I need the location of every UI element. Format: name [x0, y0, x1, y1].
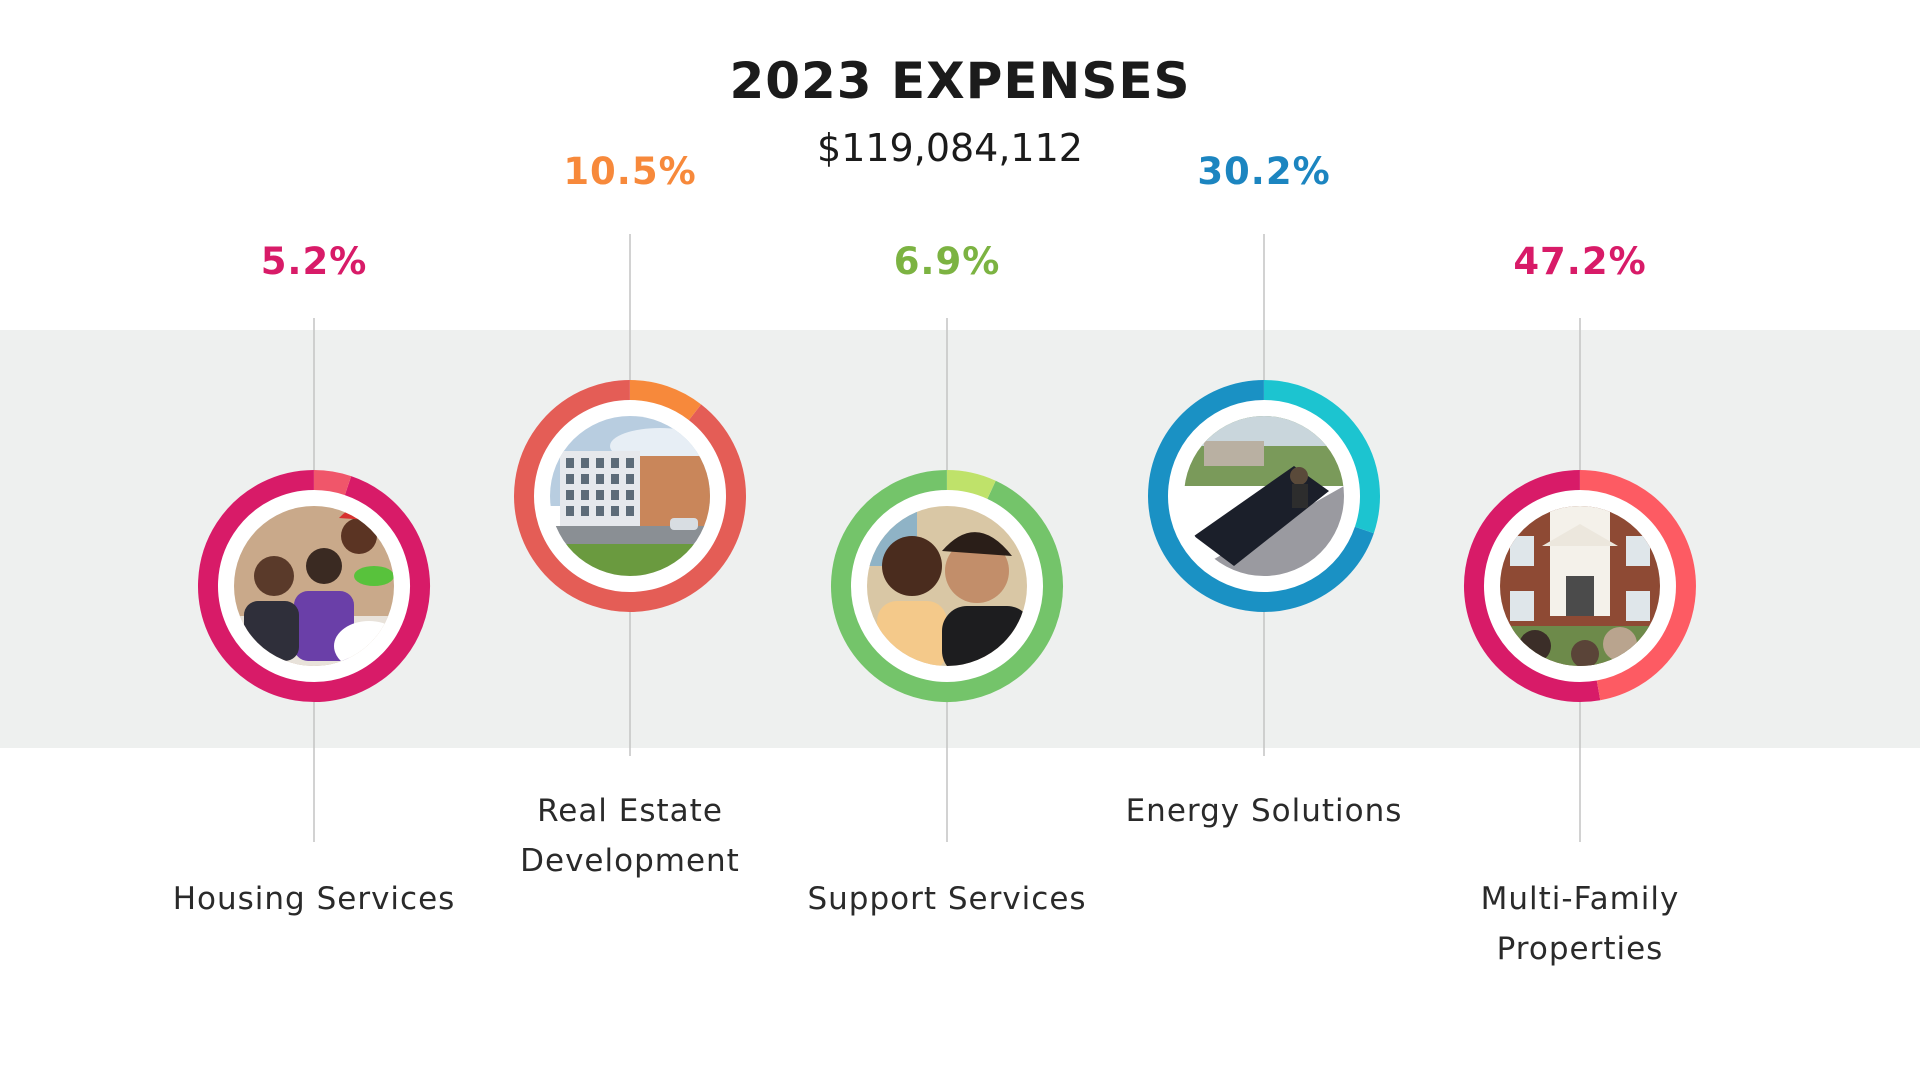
category-label-line: Development [520, 843, 740, 879]
donut-remainder-arc [1148, 380, 1374, 612]
percent-label: 47.2% [1513, 240, 1647, 283]
category-label-line: Support Services [807, 881, 1087, 917]
donut-remainder-arc [1464, 470, 1601, 702]
percent-label: 5.2% [260, 240, 368, 283]
percent-label: 6.9% [893, 240, 1001, 283]
donut-value-arc [1579, 470, 1696, 701]
percent-label: 30.2% [1197, 150, 1331, 193]
donut-value-arc [1263, 380, 1380, 534]
category-label-line: Properties [1496, 931, 1664, 967]
chart-title: 2023 EXPENSES [729, 52, 1191, 110]
category-label: Energy Solutions [1094, 786, 1434, 836]
donut-value-arc [629, 380, 702, 421]
donut-remainder-arc [514, 380, 746, 612]
category-label: Multi-Family Properties [1410, 874, 1750, 974]
category-label-line: Multi-Family [1480, 881, 1680, 917]
category-label: Housing Services [144, 874, 484, 924]
donut-value-arc [313, 470, 352, 496]
donut-remainder-arc [831, 470, 1063, 702]
percent-label: 10.5% [563, 150, 697, 193]
total-amount: $119,084,112 [817, 126, 1083, 170]
donut-remainder-arc [198, 470, 430, 702]
donut-value-arc [946, 470, 996, 500]
category-label-line: Energy Solutions [1125, 793, 1403, 829]
category-label: Support Services [777, 874, 1117, 924]
child-and-adult-photo [867, 506, 1027, 666]
category-label: Real Estate Development [460, 786, 800, 886]
category-label-line: Housing Services [172, 881, 456, 917]
children-photo [234, 506, 394, 666]
category-label-line: Real Estate [537, 793, 723, 829]
